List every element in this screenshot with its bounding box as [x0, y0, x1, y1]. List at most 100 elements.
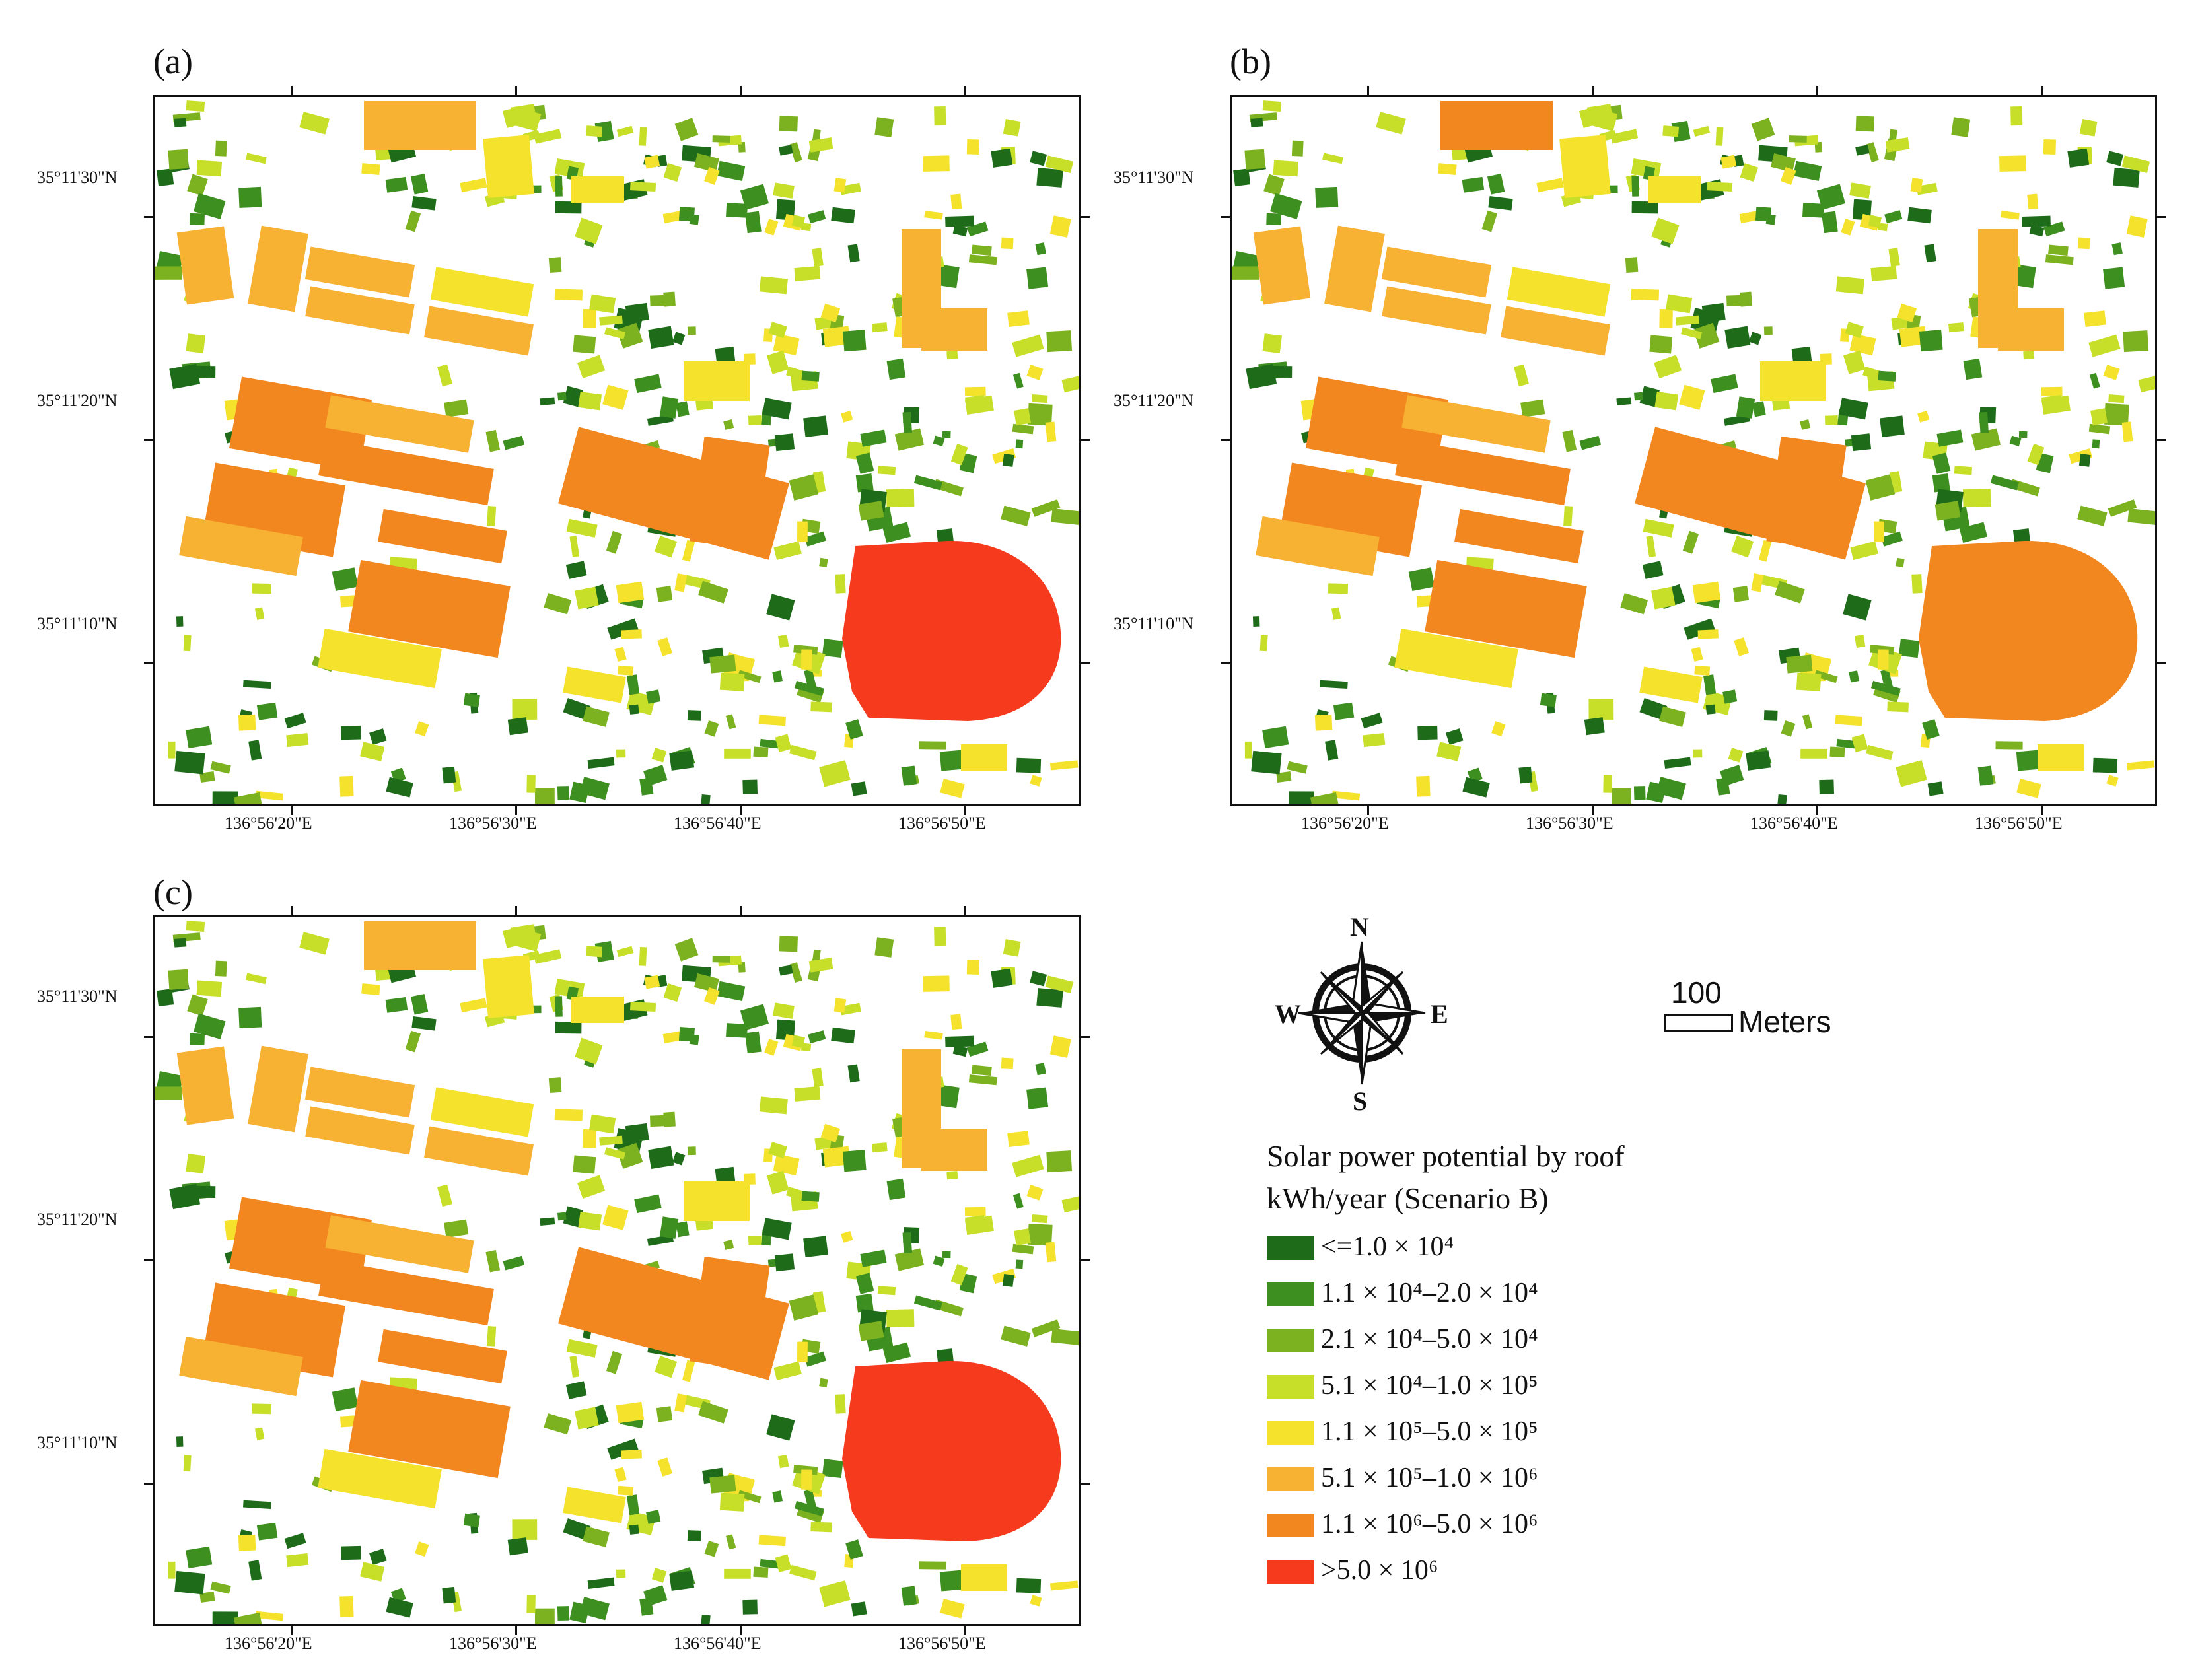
building-footprint [1888, 248, 1900, 267]
building-footprint [1007, 1131, 1030, 1148]
graticule-tick [1221, 216, 1230, 218]
graticule-tick [964, 906, 966, 915]
building-footprint [808, 210, 826, 224]
building-footprint [1716, 777, 1730, 796]
building-footprint [804, 669, 817, 689]
building-footprint [2127, 508, 2155, 525]
building-footprint [886, 1178, 906, 1201]
building-footprint [1514, 364, 1529, 387]
building-footprint [1692, 749, 1703, 758]
building-footprint [557, 392, 567, 401]
scale-bar-segment [1664, 1014, 1733, 1032]
building-footprint [1800, 748, 1827, 759]
building-footprint [1563, 506, 1573, 526]
building-footprint [437, 364, 452, 387]
building-footprint [1896, 557, 1905, 568]
building-footprint [819, 1580, 851, 1607]
building-footprint [1610, 129, 1639, 144]
building-footprint [833, 178, 847, 193]
building-footprint [1849, 182, 1871, 199]
building-footprint [674, 118, 699, 141]
building-footprint [648, 1146, 674, 1170]
building-footprint [699, 1615, 711, 1624]
lon-label: 136°56'40"E [1750, 814, 1838, 833]
building-footprint [934, 106, 946, 126]
building-footprint [563, 666, 626, 703]
building-footprint [305, 1106, 415, 1155]
lon-label: 136°56'40"E [674, 1634, 762, 1653]
building-footprint [924, 1031, 943, 1040]
building-footprint [361, 983, 380, 996]
building-footprint [1760, 361, 1826, 401]
building-footprint [2038, 744, 2084, 771]
building-footprint [766, 1170, 789, 1195]
building-footprint [243, 680, 271, 689]
building-footprint [872, 322, 888, 333]
building-footprint [1851, 433, 1872, 452]
graticule-tick [1367, 86, 1369, 95]
building-footprint [174, 938, 187, 948]
building-footprint [1016, 1578, 1042, 1593]
building-footprint [534, 788, 555, 804]
building-footprint [2104, 403, 2129, 426]
lat-label: 35°11'30"N [1114, 168, 1194, 187]
building-footprint [694, 153, 719, 172]
building-footprint [966, 959, 980, 975]
building-footprint [740, 1004, 769, 1030]
building-footprint [1819, 779, 1834, 794]
building-footprint [845, 1539, 863, 1560]
building-footprint [1026, 267, 1049, 289]
building-footprint [625, 1123, 649, 1143]
building-footprint [952, 1045, 968, 1057]
lat-label: 35°11'10"N [1114, 614, 1194, 633]
building-footprint [803, 1236, 828, 1257]
building-footprint [1363, 732, 1386, 748]
building-footprint [1691, 647, 1703, 662]
building-footprint [1995, 741, 2023, 750]
building-footprint [1232, 266, 1259, 280]
building-footprint [2027, 443, 2045, 466]
building-footprint [187, 174, 208, 196]
building-footprint [919, 1561, 946, 1570]
building-footprint [540, 1217, 555, 1226]
building-footprint [318, 1448, 442, 1509]
building-footprint [740, 184, 769, 210]
building-footprint [616, 322, 643, 349]
building-footprint [1755, 207, 1771, 222]
building-footprint [1310, 792, 1340, 804]
building-footprint [1884, 210, 1903, 224]
building-footprint [1382, 286, 1491, 335]
building-footprint [1046, 1150, 1073, 1173]
building-footprint [1030, 151, 1047, 166]
building-footprint [822, 639, 843, 658]
building-footprint [248, 1560, 262, 1581]
building-footprint [894, 428, 925, 451]
building-footprint [583, 1526, 610, 1547]
building-footprint [1611, 788, 1631, 804]
building-footprint [2045, 254, 2074, 265]
graticule-tick [515, 806, 517, 815]
building-footprint [255, 1611, 284, 1621]
building-footprint [1036, 988, 1063, 1008]
building-footprint [789, 962, 802, 983]
building-footprint [1862, 366, 1883, 381]
building-footprint [385, 997, 408, 1013]
building-footprint [663, 291, 676, 307]
building-footprint [773, 333, 800, 356]
building-footprint [587, 757, 615, 769]
building-footprint [1331, 790, 1361, 801]
graticule-tick [1081, 1483, 1090, 1485]
building-footprint [1922, 719, 1940, 740]
building-footprint [155, 1086, 183, 1100]
compass-south-label: S [1353, 1086, 1368, 1116]
building-footprint [1740, 163, 1759, 182]
building-footprint [1438, 163, 1457, 176]
lat-label: 35°11'20"N [37, 391, 118, 410]
building-footprint [937, 264, 960, 289]
building-footprint [772, 670, 783, 683]
building-footprint [629, 704, 639, 715]
building-footprint [723, 419, 734, 430]
building-footprint [860, 1249, 887, 1267]
legend-swatch [1267, 1514, 1314, 1537]
building-footprint [575, 217, 603, 244]
